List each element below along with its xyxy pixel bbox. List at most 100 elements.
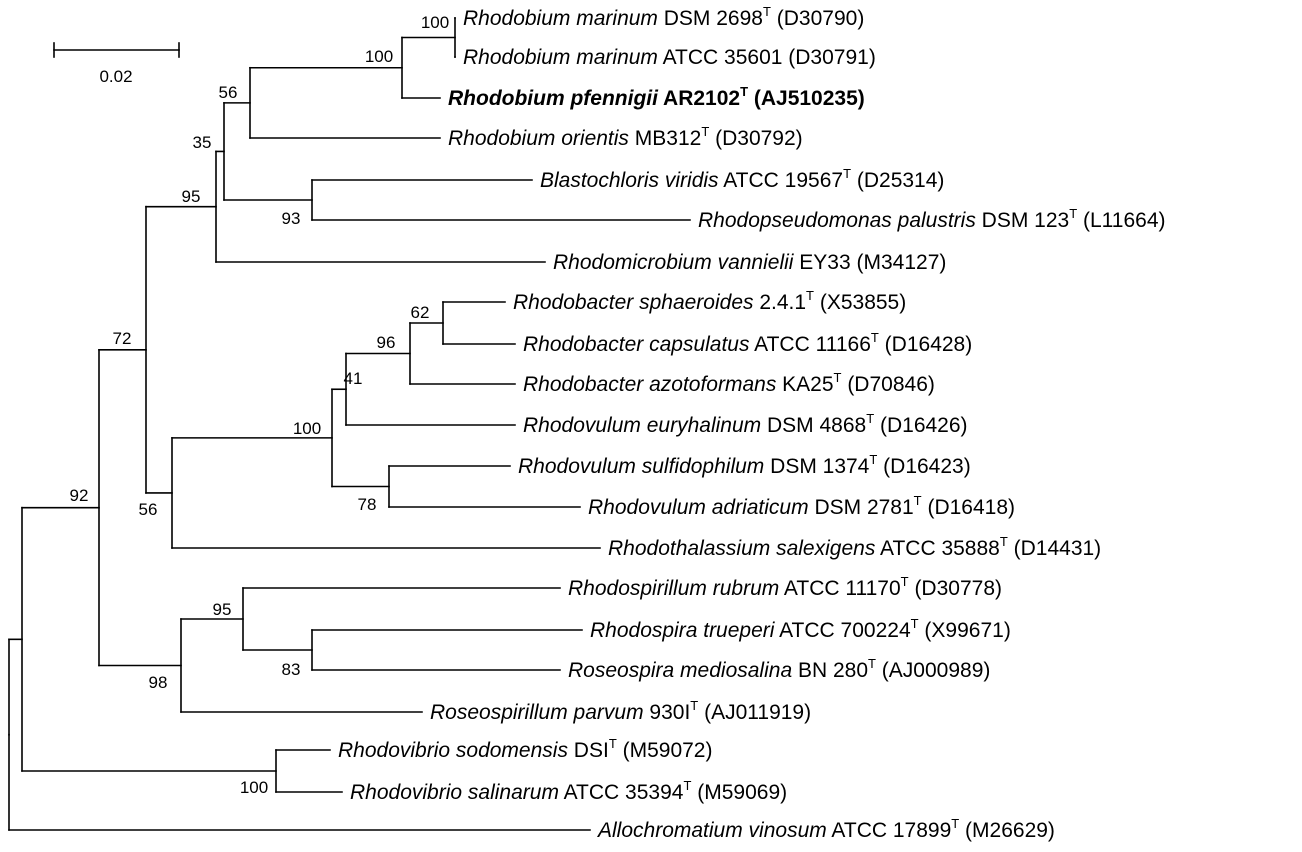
type-strain-superscript: T	[683, 778, 691, 793]
taxon-label: Rhodovulum sulfidophilum DSM 1374T (D164…	[518, 452, 971, 478]
taxon-accession: (D14431)	[1008, 537, 1101, 560]
taxon-accession: (D16428)	[879, 333, 972, 356]
type-strain-superscript: T	[869, 452, 877, 467]
taxon-species: Rhodobacter sphaeroides	[513, 291, 754, 314]
taxon-strain: BN 280	[792, 659, 868, 682]
type-strain-superscript: T	[1000, 534, 1008, 549]
taxon-label: Rhodobium pfennigii AR2102T (AJ510235)	[448, 84, 865, 110]
bootstrap-value: 100	[293, 419, 321, 438]
type-strain-superscript: T	[609, 736, 617, 751]
taxon-species: Rhodobium orientis	[448, 127, 629, 150]
taxon-species: Rhodopseudomonas palustris	[698, 209, 976, 232]
taxon-accession: (M59069)	[691, 781, 787, 804]
bootstrap-value: 93	[282, 209, 301, 228]
taxon-accession: (M59072)	[617, 739, 713, 762]
type-strain-superscript: T	[911, 616, 919, 631]
taxon-accession: (X53855)	[814, 291, 906, 314]
type-strain-superscript: T	[1069, 206, 1077, 221]
type-strain-superscript: T	[763, 4, 771, 19]
taxon-strain: ATCC 700224	[774, 619, 911, 642]
taxon-species: Rhodobacter azotoformans	[523, 373, 777, 396]
taxon-accession: (M26629)	[959, 819, 1055, 842]
bootstrap-value: 35	[193, 133, 212, 152]
bootstrap-value: 100	[240, 778, 268, 797]
taxon-accession: (M34127)	[851, 251, 947, 274]
taxon-species: Rhodobacter capsulatus	[523, 333, 750, 356]
taxon-species: Allochromatium vinosum	[596, 819, 827, 842]
bootstrap-value: 100	[365, 47, 393, 66]
taxon-strain: MB312	[629, 127, 701, 150]
type-strain-superscript: T	[866, 411, 874, 426]
taxon-strain: ATCC 35394	[559, 781, 684, 804]
taxon-strain: AR2102	[658, 87, 740, 110]
taxon-species: Rhodovibrio sodomensis	[338, 739, 568, 762]
taxon-label: Rhodomicrobium vannielii EY33 (M34127)	[553, 251, 946, 274]
taxon-strain: DSI	[568, 739, 609, 762]
taxon-accession: (D70846)	[841, 373, 934, 396]
taxon-label: Rhodobium orientis MB312T (D30792)	[448, 124, 803, 150]
type-strain-superscript: T	[914, 493, 922, 508]
bootstrap-value: 95	[213, 600, 232, 619]
taxon-species: Roseospirillum parvum	[430, 701, 644, 724]
type-strain-superscript: T	[868, 656, 876, 671]
taxon-accession: (D16426)	[874, 414, 967, 437]
taxon-species: Rhodobium pfennigii	[448, 87, 659, 110]
taxon-species: Rhodothalassium salexigens	[608, 537, 876, 560]
taxon-label: Roseospira mediosalina BN 280T (AJ000989…	[568, 656, 990, 682]
taxon-label: Rhodothalassium salexigens ATCC 35888T (…	[608, 534, 1101, 560]
taxon-species: Rhodospira trueperi	[590, 619, 776, 642]
taxon-accession: (D30778)	[909, 577, 1002, 600]
taxon-strain: DSM 123	[976, 209, 1069, 232]
taxon-species: Rhodomicrobium vannielii	[553, 251, 795, 274]
type-strain-superscript: T	[901, 574, 909, 589]
taxon-species: Rhodovulum sulfidophilum	[518, 455, 764, 478]
taxon-strain: ATCC 11170	[779, 577, 900, 600]
type-strain-superscript: T	[834, 370, 842, 385]
taxon-label: Rhodobacter azotoformans KA25T (D70846)	[523, 370, 935, 396]
taxon-species: Rhodovulum euryhalinum	[523, 414, 761, 437]
type-strain-superscript: T	[740, 84, 748, 99]
taxon-label: Rhodovibrio sodomensis DSIT (M59072)	[338, 736, 712, 762]
bootstrap-value: 72	[113, 329, 132, 348]
bootstrap-value: 100	[421, 13, 449, 32]
taxon-strain: ATCC 35888	[875, 537, 1000, 560]
taxon-strain: DSM 1374	[764, 455, 869, 478]
scale-bar-label: 0.02	[99, 67, 132, 86]
taxon-strain: ATCC 35601	[658, 46, 783, 69]
taxon-accession: (AJ011919)	[698, 701, 811, 724]
bootstrap-value: 78	[358, 495, 377, 514]
taxon-label: Rhodovibrio salinarum ATCC 35394T (M5906…	[350, 778, 787, 804]
taxon-species: Rhodobium marinum	[463, 7, 658, 30]
taxon-accession: (D25314)	[851, 169, 944, 192]
bootstrap-value: 83	[282, 660, 301, 679]
bootstrap-value: 56	[139, 500, 158, 519]
taxon-species: Rhodovibrio salinarum	[350, 781, 559, 804]
bootstrap-value: 62	[411, 303, 430, 322]
taxon-label: Rhodobacter sphaeroides 2.4.1T (X53855)	[513, 288, 906, 314]
taxon-species: Rhodospirillum rubrum	[568, 577, 779, 600]
taxon-label: Rhodovulum euryhalinum DSM 4868T (D16426…	[523, 411, 968, 437]
taxon-accession: (X99671)	[919, 619, 1011, 642]
type-strain-superscript: T	[690, 698, 698, 713]
bootstrap-value: 96	[377, 333, 396, 352]
taxon-label: Rhodobium marinum ATCC 35601 (D30791)	[463, 46, 876, 69]
bootstrap-value: 92	[70, 486, 89, 505]
taxon-strain: ATCC 19567	[719, 169, 844, 192]
taxon-strain: 930I	[644, 701, 691, 724]
bootstrap-value: 95	[182, 187, 201, 206]
type-strain-superscript: T	[843, 166, 851, 181]
bootstrap-value: 41	[344, 369, 363, 388]
taxon-accession: (D30790)	[771, 7, 864, 30]
taxon-label: Roseospirillum parvum 930IT (AJ011919)	[430, 698, 811, 724]
taxon-label: Blastochloris viridis ATCC 19567T (D2531…	[540, 166, 944, 192]
taxon-label: Rhodopseudomonas palustris DSM 123T (L11…	[698, 206, 1166, 232]
taxon-species: Blastochloris viridis	[540, 169, 719, 192]
taxon-accession: (D30792)	[709, 127, 802, 150]
taxon-label: Rhodospira trueperi ATCC 700224T (X99671…	[590, 616, 1011, 642]
taxon-species: Rhodobium marinum	[463, 46, 658, 69]
taxon-accession: (D30791)	[782, 46, 875, 69]
taxon-strain: 2.4.1	[754, 291, 807, 314]
taxon-label: Rhodospirillum rubrum ATCC 11170T (D3077…	[568, 574, 1002, 600]
taxon-strain: DSM 2698	[658, 7, 763, 30]
